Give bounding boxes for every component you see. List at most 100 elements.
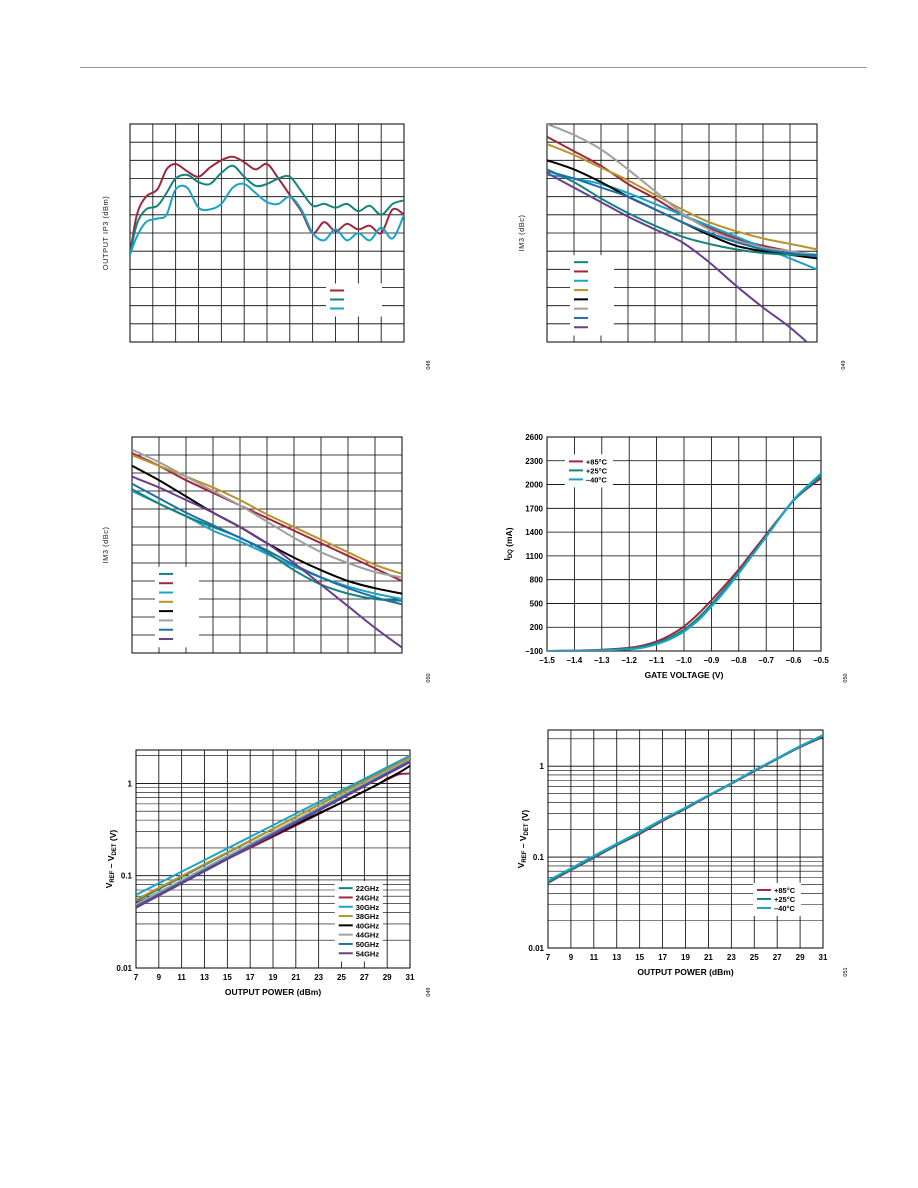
y-tick-label: 800 bbox=[530, 576, 544, 585]
y-tick-label: 0.1 bbox=[533, 853, 545, 862]
y-axis-title-subscript: DQ bbox=[508, 549, 514, 558]
x-tick-label: –0.7 bbox=[758, 656, 774, 665]
legend-box bbox=[155, 566, 199, 648]
series-line-30ghz bbox=[136, 754, 410, 896]
x-tick-label: –1.5 bbox=[539, 656, 555, 665]
legend bbox=[570, 255, 614, 336]
legend-label: –40°C bbox=[586, 475, 608, 484]
y-axis-title-part: V bbox=[516, 862, 526, 868]
legend-label: +25°C bbox=[774, 895, 796, 904]
x-tick-label: 17 bbox=[658, 953, 667, 962]
y-tick-label: 1 bbox=[540, 762, 545, 771]
x-tick-label: 7 bbox=[546, 953, 551, 962]
y-axis-title-subscript: DET bbox=[524, 823, 530, 835]
series-line--40-c bbox=[548, 734, 823, 882]
legend-box bbox=[334, 881, 383, 962]
x-tick-label: –1.4 bbox=[567, 656, 583, 665]
x-tick-label: –1.3 bbox=[594, 656, 610, 665]
y-tick-label: 1700 bbox=[525, 504, 543, 513]
y-tick-label: 2300 bbox=[525, 457, 543, 466]
series-line-7 bbox=[547, 172, 809, 342]
y-tick-label: 1 bbox=[128, 779, 133, 788]
x-tick-label: –1.0 bbox=[676, 656, 692, 665]
x-tick-label: 13 bbox=[200, 973, 209, 982]
y-axis-title-subscript: REF bbox=[110, 870, 116, 882]
y-axis-title: IDQ (mA) bbox=[502, 527, 514, 560]
y-tick-label: 2600 bbox=[525, 433, 543, 442]
x-tick-label: 21 bbox=[704, 953, 713, 962]
y-axis-title-part: I bbox=[502, 558, 512, 560]
y-tick-label: 2000 bbox=[525, 481, 543, 490]
x-tick-label: –0.5 bbox=[813, 656, 829, 665]
y-axis-title: VREF – VDET (V) bbox=[516, 810, 530, 869]
x-tick-label: –0.8 bbox=[731, 656, 747, 665]
series-line-0 bbox=[130, 155, 404, 255]
figure-id: 048 bbox=[426, 360, 432, 369]
legend-label: +25°C bbox=[586, 466, 608, 475]
x-tick-label: 9 bbox=[157, 973, 162, 982]
header-rule bbox=[80, 67, 867, 68]
plot-frame bbox=[547, 729, 824, 949]
legend-label: 54GHz bbox=[356, 949, 380, 958]
x-tick-label: –0.9 bbox=[704, 656, 720, 665]
figure-id: 050 bbox=[426, 673, 432, 682]
x-axis-title: GATE VOLTAGE (V) bbox=[645, 670, 724, 680]
x-tick-label: 11 bbox=[177, 973, 186, 982]
series-line-6 bbox=[132, 482, 402, 606]
chart-vref-vdet-temperature: 7 9 11 13 15 17 19 21 23 25 27 29 31 0.01 0.1 1 OUTPUT P… bbox=[516, 729, 849, 977]
x-tick-label: 11 bbox=[590, 953, 599, 962]
series-line-5 bbox=[132, 488, 402, 602]
x-tick-label: 7 bbox=[134, 973, 139, 982]
legend-box bbox=[570, 255, 614, 336]
chart-im3-middle: IM3 (dBc) 050 bbox=[101, 436, 432, 683]
x-tick-label: –1.2 bbox=[621, 656, 637, 665]
legend-label: +85°C bbox=[774, 886, 796, 895]
series-line-2 bbox=[132, 448, 402, 579]
series-group bbox=[547, 124, 817, 342]
chart-output-ip3: OUTPUT IP3 (dBm) 048 bbox=[101, 123, 432, 370]
legend bbox=[326, 283, 383, 317]
chart-im3-top: IM3 (dBc) 049 bbox=[517, 123, 847, 370]
y-axis-title-part: – V bbox=[518, 835, 528, 850]
legend: +85°C+25°C–40°C bbox=[564, 454, 613, 488]
x-tick-label: 27 bbox=[360, 973, 369, 982]
x-tick-label: 29 bbox=[383, 973, 392, 982]
x-tick-label: 29 bbox=[796, 953, 805, 962]
y-tick-label: 0.1 bbox=[121, 872, 133, 881]
legend: +85°C+25°C–40°C bbox=[753, 882, 801, 916]
chart-vref-vdet-frequency: 7 9 11 13 15 17 19 21 23 25 27 29 31 0.01 0.1 1 OUTPUT P… bbox=[104, 749, 432, 997]
series-group bbox=[548, 734, 823, 884]
x-tick-label: 23 bbox=[727, 953, 736, 962]
legend-label: –40°C bbox=[774, 904, 796, 913]
series-group bbox=[136, 754, 410, 909]
y-axis-title: VREF – VDET (V) bbox=[104, 830, 118, 889]
x-tick-label: 17 bbox=[246, 973, 255, 982]
series-line-6 bbox=[547, 170, 817, 258]
figure-id: 051 bbox=[843, 967, 849, 976]
plot-frame bbox=[546, 436, 822, 652]
legend-label: +85°C bbox=[586, 457, 608, 466]
x-tick-label: 27 bbox=[773, 953, 782, 962]
series-line-7 bbox=[132, 475, 402, 649]
y-axis-title: IM3 (dBc) bbox=[101, 526, 110, 563]
y-axis-title-part: (V) bbox=[520, 810, 530, 824]
x-tick-label: 15 bbox=[635, 953, 644, 962]
series-line-54ghz bbox=[136, 761, 410, 909]
plot-frame bbox=[546, 123, 818, 343]
series-line-4 bbox=[547, 124, 817, 256]
x-tick-label: 23 bbox=[314, 973, 323, 982]
legend-label: 24GHz bbox=[356, 893, 380, 902]
y-tick-label: 0.01 bbox=[528, 944, 544, 953]
legend-label: 50GHz bbox=[356, 940, 380, 949]
legend-label: 40GHz bbox=[356, 921, 380, 930]
y-tick-label: 200 bbox=[530, 623, 544, 632]
x-tick-label: 21 bbox=[291, 973, 300, 982]
y-axis-title-subscript: DET bbox=[112, 843, 118, 855]
x-tick-label: 9 bbox=[569, 953, 574, 962]
series-line-5 bbox=[547, 168, 817, 256]
y-tick-label: 0.01 bbox=[116, 964, 132, 973]
legend-label: 38GHz bbox=[356, 912, 380, 921]
series-line-1 bbox=[130, 164, 404, 256]
x-tick-label: 19 bbox=[681, 953, 690, 962]
